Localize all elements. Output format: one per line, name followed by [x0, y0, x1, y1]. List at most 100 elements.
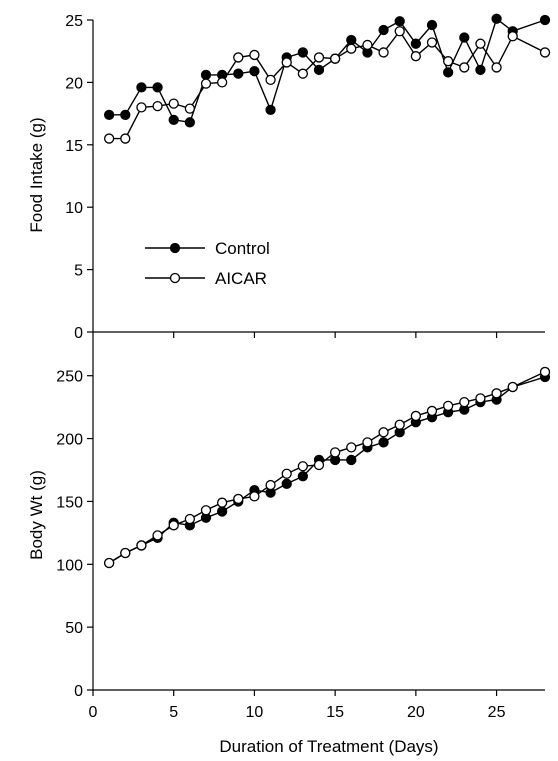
y-tick-label: 25 — [65, 13, 83, 30]
legend-marker — [169, 242, 181, 254]
data-point-aicar — [152, 100, 163, 112]
x-tick-label: 15 — [326, 704, 344, 721]
data-point-aicar — [265, 479, 276, 491]
data-point-aicar — [313, 52, 325, 63]
legend-marker — [169, 272, 181, 284]
x-tick-label: 25 — [488, 704, 506, 721]
data-point-control — [184, 117, 196, 128]
y-tick-label: 250 — [56, 369, 83, 386]
data-point-aicar — [136, 540, 147, 551]
data-point-aicar — [346, 43, 357, 54]
data-point-control — [346, 454, 357, 466]
data-point-aicar — [442, 56, 454, 67]
data-point-aicar — [297, 68, 309, 79]
y-tick-label: 5 — [74, 263, 83, 280]
data-point-aicar — [475, 393, 486, 404]
data-point-control — [378, 24, 389, 36]
x-tick-label: 5 — [169, 704, 178, 721]
data-point-aicar — [491, 388, 502, 399]
data-point-aicar — [410, 51, 422, 62]
data-point-control — [378, 437, 389, 448]
data-point-aicar — [459, 62, 470, 73]
data-point-control — [103, 109, 115, 120]
data-point-aicar — [184, 513, 196, 525]
x-tick-label: 10 — [246, 704, 264, 721]
data-point-control — [216, 506, 228, 517]
data-point-aicar — [120, 133, 131, 144]
data-point-aicar — [378, 47, 389, 58]
data-point-control — [297, 471, 309, 482]
y-tick-label: 0 — [74, 683, 83, 700]
data-point-aicar — [442, 400, 454, 412]
data-point-aicar — [362, 39, 373, 51]
data-point-aicar — [249, 491, 260, 502]
data-point-aicar — [168, 520, 179, 531]
data-point-control — [346, 34, 357, 46]
data-point-aicar — [378, 427, 389, 438]
data-point-control — [249, 66, 260, 77]
data-point-aicar — [249, 49, 260, 61]
y-tick-label: 50 — [65, 620, 83, 637]
data-point-aicar — [281, 57, 292, 68]
data-point-control — [233, 68, 244, 79]
x-tick-label: 0 — [89, 704, 98, 721]
data-point-control — [168, 114, 179, 125]
y-tick-label: 10 — [65, 200, 83, 217]
data-point-control — [539, 14, 551, 26]
data-point-aicar — [539, 47, 551, 58]
data-point-aicar — [346, 442, 357, 453]
data-point-aicar — [233, 493, 244, 505]
y-tick-label: 100 — [56, 557, 83, 574]
y-axis-title: Food Intake (g) — [27, 117, 46, 232]
data-point-control — [459, 32, 470, 43]
data-point-control — [265, 104, 276, 116]
data-point-aicar — [168, 98, 179, 109]
data-point-aicar — [507, 381, 518, 393]
data-point-aicar — [491, 62, 502, 73]
data-point-aicar — [394, 419, 405, 430]
data-point-control — [136, 82, 147, 93]
data-point-control — [426, 19, 438, 31]
data-point-control — [491, 13, 502, 24]
data-point-control — [200, 69, 212, 81]
data-point-aicar — [136, 102, 147, 113]
data-point-control — [410, 38, 422, 49]
data-point-aicar — [539, 366, 551, 378]
data-point-aicar — [184, 103, 196, 114]
data-point-aicar — [313, 459, 325, 471]
y-axis-title: Body Wt (g) — [27, 470, 46, 560]
legend-label: AICAR — [215, 269, 267, 288]
data-point-control — [475, 64, 486, 76]
data-point-aicar — [120, 547, 131, 559]
data-point-control — [152, 82, 163, 93]
data-point-aicar — [233, 52, 244, 63]
data-point-aicar — [410, 410, 422, 422]
data-point-control — [120, 109, 131, 120]
data-point-aicar — [459, 396, 470, 408]
y-tick-label: 15 — [65, 138, 83, 155]
data-point-aicar — [426, 405, 438, 417]
data-point-control — [394, 16, 405, 27]
data-point-aicar — [362, 437, 373, 448]
data-point-aicar — [200, 78, 212, 89]
data-point-aicar — [475, 38, 486, 49]
food-intake-panel: 0 5 10 15 20 25 Food Intake (g) Control AICAR — [27, 13, 551, 342]
data-point-aicar — [394, 26, 405, 37]
data-point-aicar — [329, 53, 341, 64]
x-axis-title: Duration of Treatment (Days) — [219, 737, 438, 756]
x-tick-label: 20 — [407, 704, 425, 721]
data-point-aicar — [297, 461, 309, 472]
data-point-aicar — [329, 447, 341, 458]
data-point-control — [313, 64, 325, 76]
data-point-aicar — [103, 557, 115, 569]
y-tick-label: 150 — [56, 494, 83, 511]
data-point-aicar — [507, 31, 518, 42]
data-point-aicar — [103, 133, 115, 144]
y-tick-label: 0 — [74, 325, 83, 342]
data-point-aicar — [200, 505, 212, 516]
y-tick-label: 200 — [56, 432, 83, 449]
y-tick-label: 20 — [65, 75, 83, 92]
data-point-aicar — [216, 497, 228, 508]
data-point-aicar — [265, 74, 276, 86]
data-point-aicar — [281, 468, 292, 479]
